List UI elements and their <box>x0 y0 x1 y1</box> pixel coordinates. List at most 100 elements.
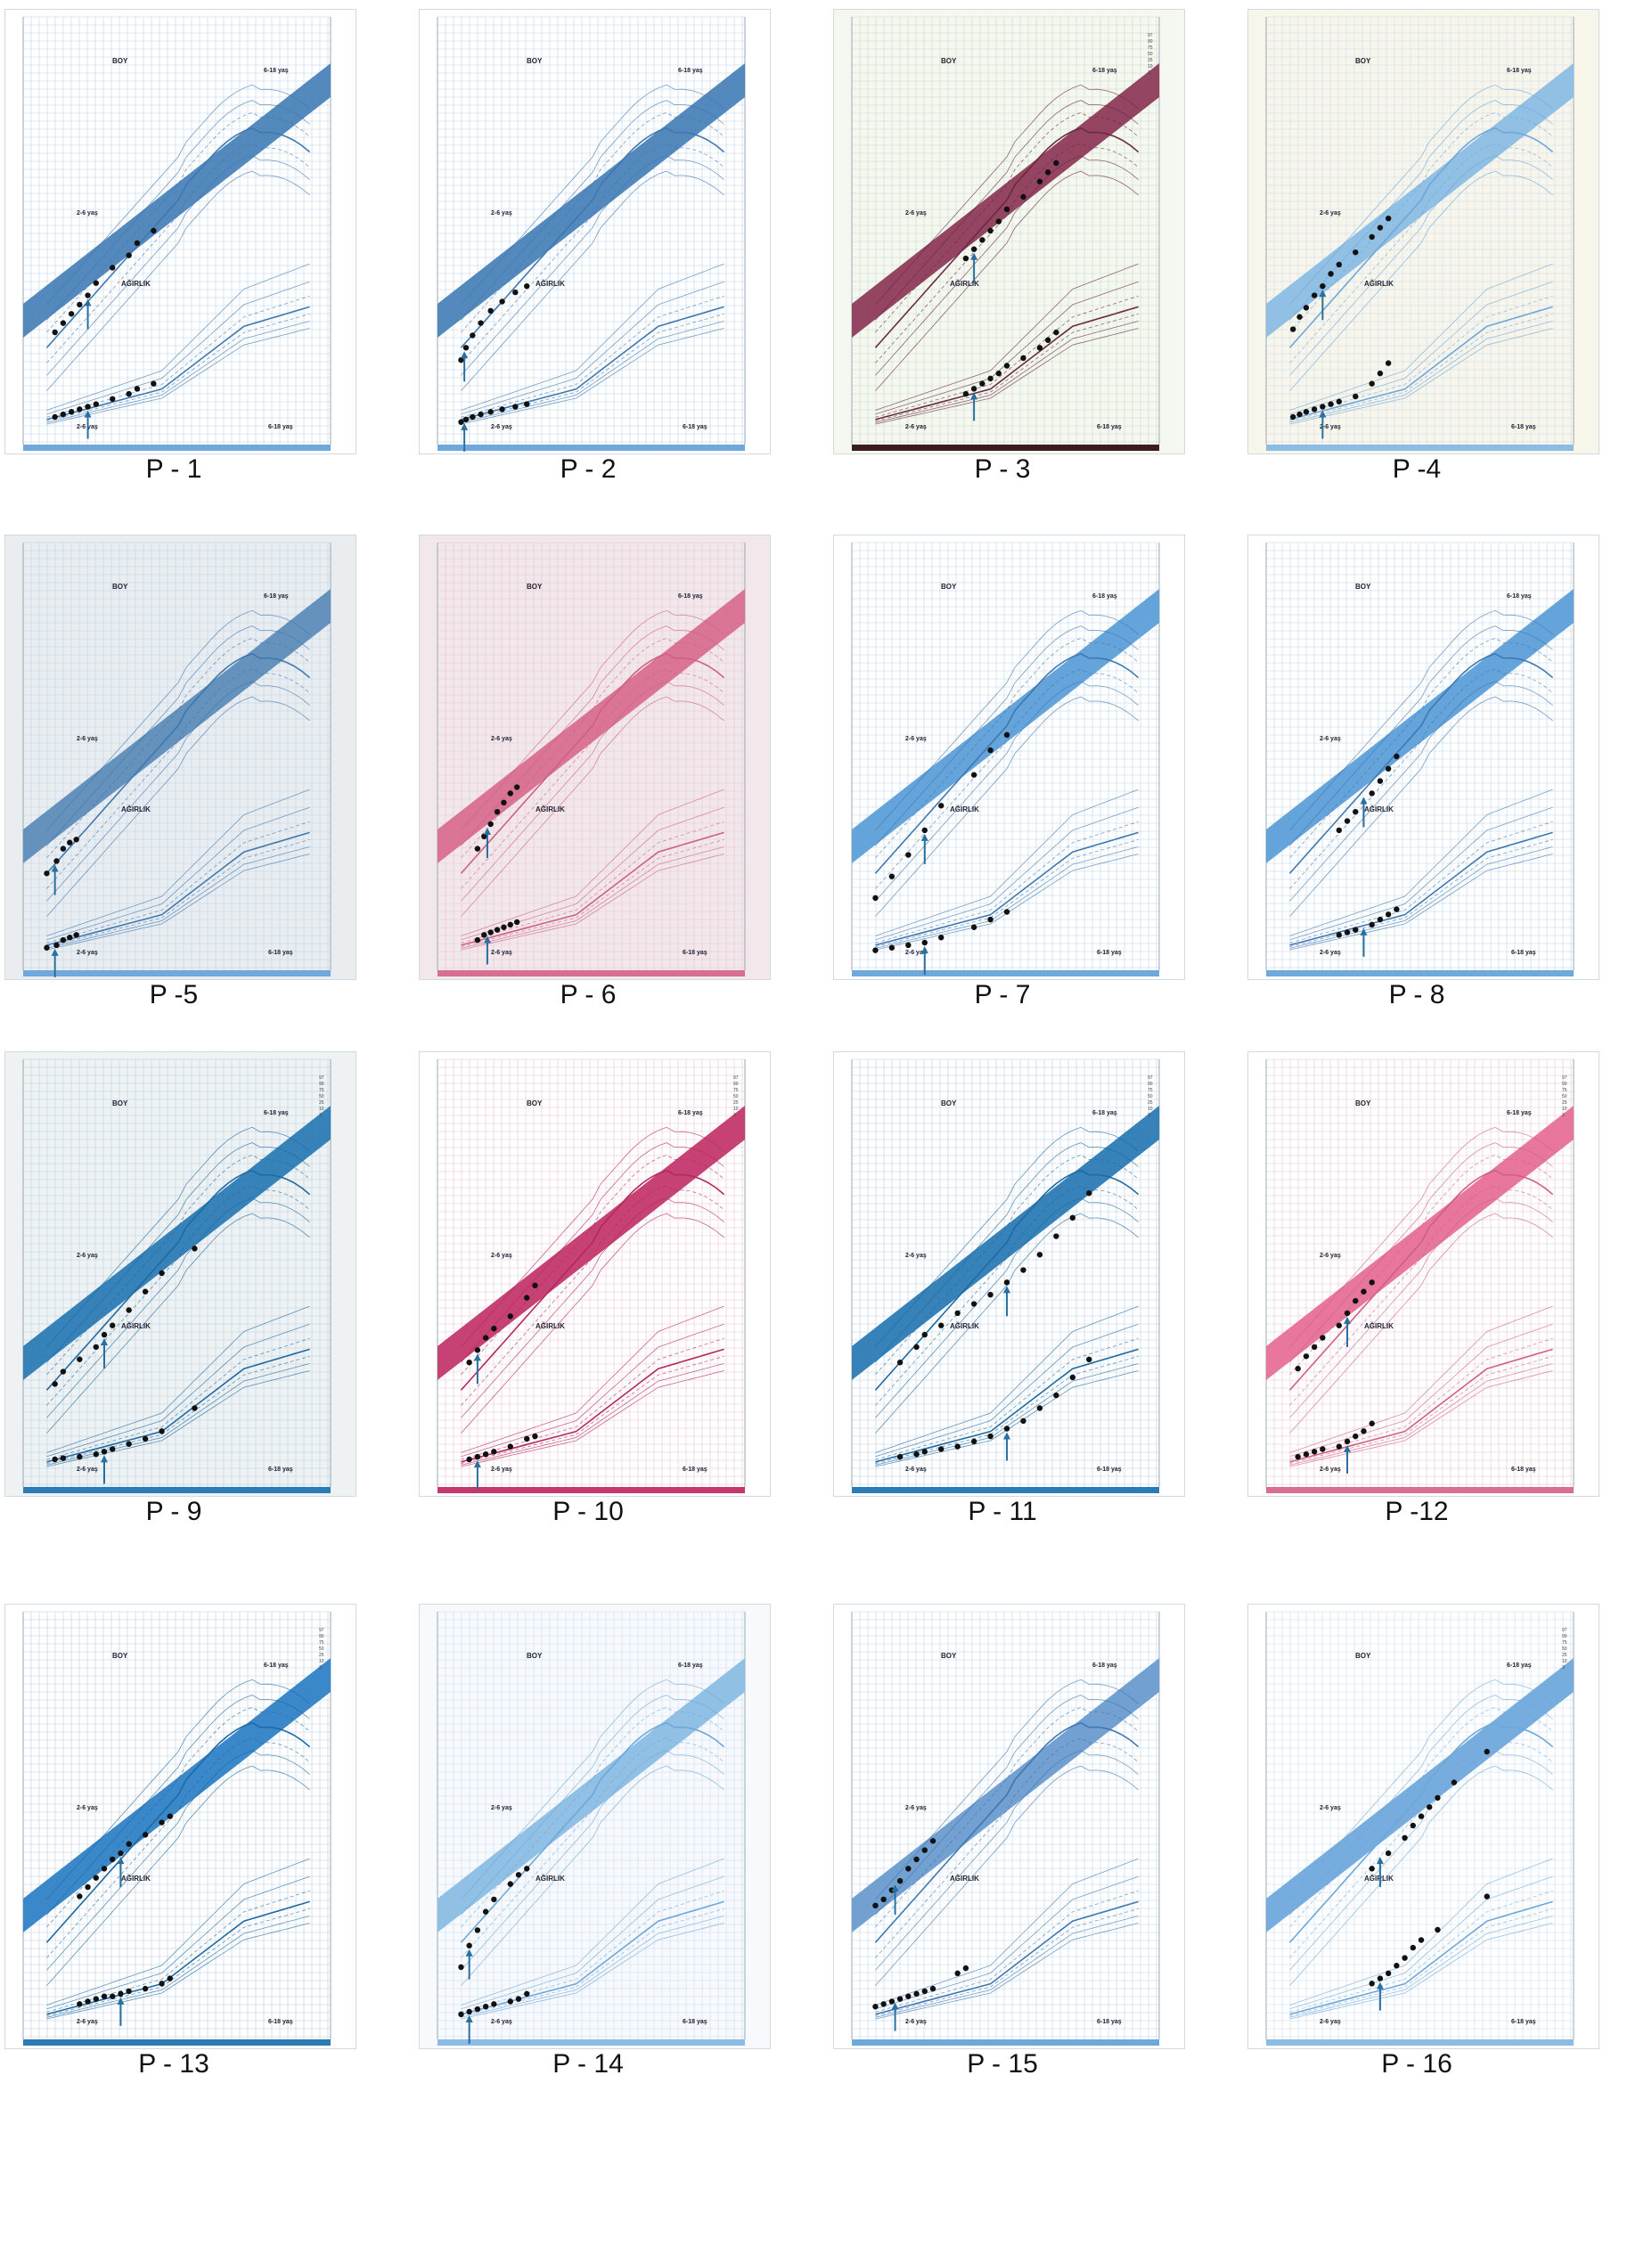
percentile-label: 75 <box>1562 1640 1567 1646</box>
height-data-point <box>1369 790 1375 797</box>
percentile-label: 3 <box>319 1113 322 1118</box>
weight-percentile-curve <box>1289 846 1553 949</box>
weight-data-point <box>1044 337 1051 343</box>
height-percentile-curve <box>46 1142 310 1363</box>
weight-percentile-curve <box>46 295 310 418</box>
height-data-point <box>513 784 520 790</box>
weight-data-point <box>1069 1374 1075 1381</box>
height-data-point <box>491 1896 497 1903</box>
weight-percentile-curve <box>1289 1900 1553 2015</box>
height-data-point <box>77 1893 83 1899</box>
height-data-point <box>60 846 67 852</box>
boy-label: BOY <box>527 1652 543 1660</box>
weight-data-point <box>466 1456 472 1463</box>
age-range-label: 2-6 yaş <box>77 736 98 742</box>
age-range-label: 6-18 yaş <box>678 1663 703 1669</box>
height-percentile-curve <box>875 1126 1139 1348</box>
height-data-point <box>507 1313 513 1319</box>
weight-percentile-curve <box>46 328 310 425</box>
age-range-label: 6-18 yaş <box>683 1466 707 1473</box>
height-data-point <box>1069 1214 1075 1221</box>
age-range-label: 6-18 yaş <box>678 593 703 600</box>
weight-data-point <box>110 396 116 403</box>
age-range-label: 6-18 yaş <box>1511 1466 1536 1473</box>
percentile-label: 25 <box>733 1100 739 1106</box>
height-data-point <box>1303 1353 1310 1360</box>
height-data-point <box>872 895 879 902</box>
percentile-label: 75 <box>1562 1088 1567 1093</box>
age-range-label: 6-18 yaş <box>1507 593 1532 600</box>
weight-data-point <box>159 1428 165 1434</box>
weight-data-point <box>524 1435 530 1442</box>
weight-data-point <box>1003 909 1010 915</box>
weight-data-point <box>1003 1426 1010 1432</box>
height-percentile-curve <box>461 1154 724 1376</box>
weight-percentile-curve <box>46 1900 310 2015</box>
percentile-label: 97 <box>1562 1628 1567 1633</box>
panel-label: P - 15 <box>967 2049 1038 2079</box>
weight-arrow-head <box>1376 1981 1384 1989</box>
height-percentile-curve <box>874 1169 1140 1391</box>
weight-data-point <box>491 2001 497 2007</box>
age-range-label: 6-18 yaş <box>264 68 289 74</box>
weight-percentile-curve <box>875 806 1139 941</box>
weight-percentile-curve <box>461 854 724 951</box>
boy-label: BOY <box>941 1652 957 1660</box>
weight-data-point <box>53 942 60 949</box>
height-percentile-curve <box>46 625 310 846</box>
age-range-label: 6-18 yaş <box>268 1466 293 1473</box>
percentile-label: 75 <box>1148 45 1153 51</box>
weight-percentile-curve <box>1289 328 1553 425</box>
weight-data-point <box>921 939 928 946</box>
height-data-point <box>913 1344 920 1351</box>
percentile-label: 50 <box>1562 1646 1567 1652</box>
weight-arrow-head <box>101 1455 108 1463</box>
agirlik-label: AĞIRLIK <box>536 805 565 813</box>
chart-grid <box>22 1058 331 1487</box>
weight-percentile-curve <box>875 314 1139 421</box>
weight-percentile-curve <box>461 1890 724 2013</box>
height-data-point <box>167 1813 173 1819</box>
panel-label: P -4 <box>1392 454 1442 484</box>
weight-percentile-curve <box>1289 788 1553 936</box>
weight-data-point <box>1484 1893 1490 1899</box>
age-range-label: 6-18 yaş <box>1511 2019 1536 2025</box>
height-percentile-curve <box>45 652 311 874</box>
height-data-point <box>142 1832 149 1838</box>
weight-percentile-curve <box>46 854 310 951</box>
height-data-point <box>1484 1748 1490 1755</box>
age-range-label: 2-6 yaş <box>1320 424 1341 430</box>
weight-percentile-curve <box>875 839 1139 947</box>
height-data-point <box>524 282 530 290</box>
weight-data-point <box>962 390 969 397</box>
weight-arrow-head <box>483 935 491 944</box>
percentile-label: 25 <box>319 1100 324 1106</box>
weight-data-point <box>1036 1405 1043 1411</box>
percentile-label: 75 <box>319 1640 324 1646</box>
age-range-label: 2-6 yaş <box>491 1466 512 1473</box>
height-data-point <box>1361 1288 1367 1295</box>
weight-data-point <box>1369 380 1375 387</box>
boy-label: BOY <box>941 57 957 65</box>
age-range-label: 6-18 yaş <box>1097 950 1122 956</box>
percentile-label: 10 <box>319 1659 324 1664</box>
height-data-point <box>110 1322 116 1328</box>
height-percentile-curve <box>46 155 310 376</box>
weight-data-point <box>474 936 481 944</box>
growth-chart-panel: BOY 6-18 yaş 2-6 yaş AĞIRLIK 2-6 yaş 6-18 yaş <box>1247 535 1599 980</box>
weight-data-point <box>524 1990 530 1997</box>
weight-percentile-curve <box>1289 295 1553 418</box>
weight-data-point <box>1020 1417 1026 1425</box>
age-range-label: 2-6 yaş <box>905 950 927 956</box>
percentile-label: 25 <box>1148 1100 1153 1106</box>
growth-chart-panel: BOY 6-18 yaş 2-6 yaş AĞIRLIK 2-6 yaş 6-18 yaş <box>4 535 356 980</box>
height-percentile-curve <box>461 1695 724 1916</box>
weight-percentile-curve <box>461 306 724 421</box>
height-data-point <box>60 1368 67 1375</box>
age-range-label: 2-6 yaş <box>77 950 98 956</box>
weight-data-point <box>1353 1433 1359 1440</box>
weight-arrow-head <box>51 948 59 956</box>
